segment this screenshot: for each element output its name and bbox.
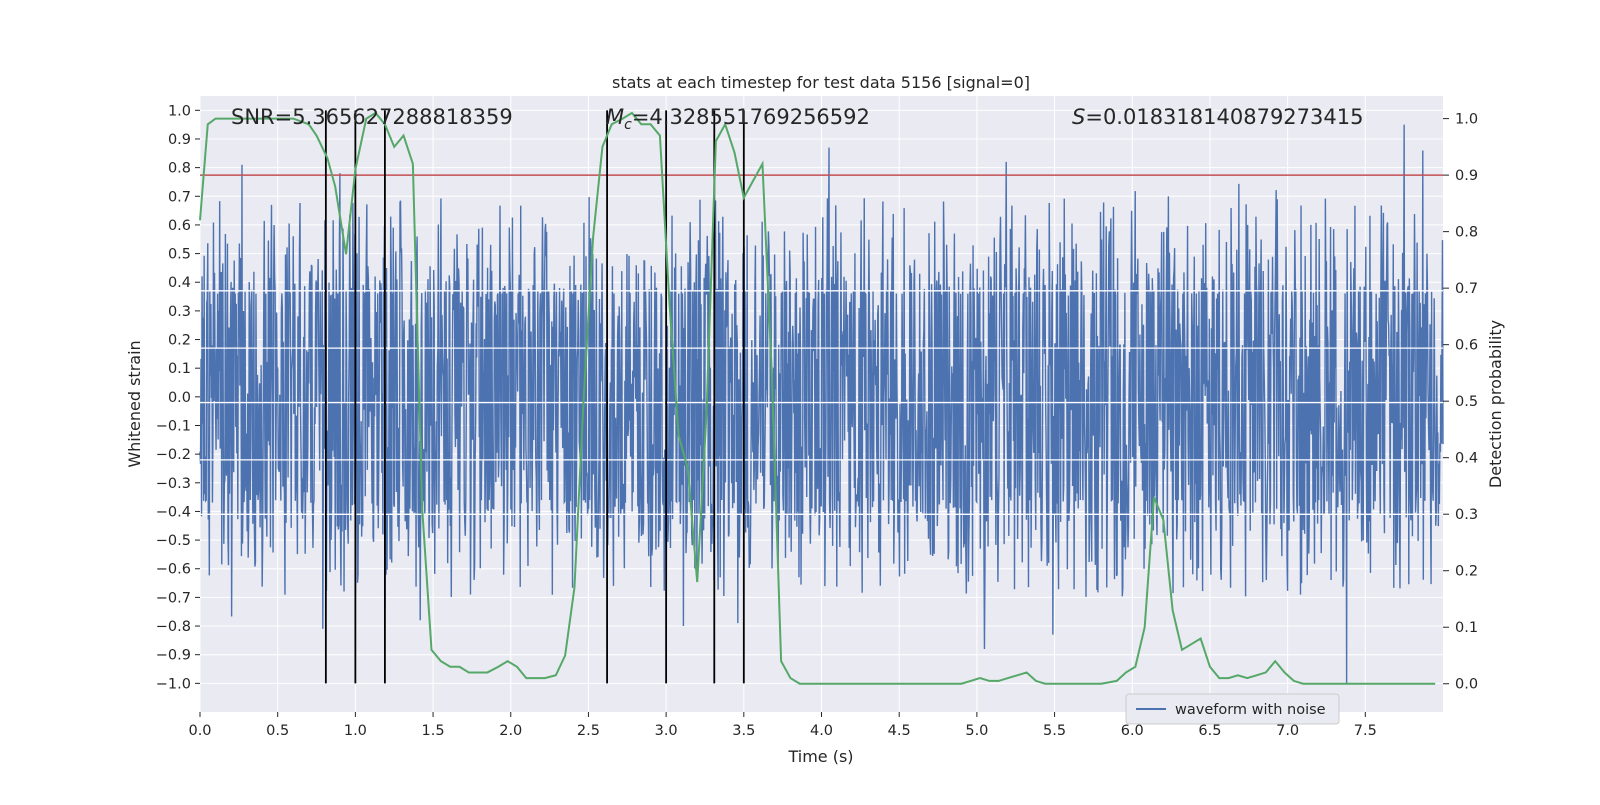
y-right-tick-label-10: 0.0 [1455, 677, 1478, 693]
y-right-tick-label-1: 0.9 [1455, 168, 1478, 184]
white-horizontal-lines [200, 290, 1443, 515]
ticks: 0.0 0.5 1.0 1.5 2.0 2.5 3.0 3.5 4.0 4.5 5.0 5.5 6.0 6… [156, 103, 1478, 739]
y-left-tick-label-20: −1.0 [156, 676, 191, 692]
y-left-tick-label-7: 0.3 [168, 304, 191, 320]
y-left-tick-label-5: 0.5 [168, 247, 191, 263]
s-annotation: S=0.018318140879273415 [1072, 105, 1363, 129]
y-left-tick-label-13: −0.3 [156, 476, 191, 492]
y-right-tick-label-0: 1.0 [1455, 112, 1478, 128]
x-tick-label-0: 0.0 [188, 723, 211, 739]
y-left-tick-label-18: −0.8 [156, 619, 191, 635]
y-right-tick-label-2: 0.8 [1455, 225, 1478, 241]
y-left-tick-label-12: −0.2 [156, 447, 191, 463]
y-right-tick-label-5: 0.5 [1455, 394, 1478, 410]
y-left-tick-label-1: 0.9 [168, 132, 191, 148]
y-left-tick-label-4: 0.6 [168, 218, 191, 234]
y-left-tick-label-16: −0.6 [156, 562, 191, 578]
x-tick-label-15: 7.5 [1354, 723, 1377, 739]
s-value: =0.018318140879273415 [1085, 105, 1363, 129]
y-left-tick-label-14: −0.4 [156, 504, 191, 520]
y-left-tick-label-6: 0.4 [168, 275, 191, 291]
y-left-tick-label-8: 0.2 [168, 333, 191, 349]
y-right-tick-label-4: 0.6 [1455, 338, 1478, 354]
y-left-tick-label-10: 0.0 [168, 390, 191, 406]
y-left-tick-label-15: −0.5 [156, 533, 191, 549]
probability-series [199, 111, 1436, 685]
x-tick-label-6: 3.0 [655, 723, 678, 739]
y-right-tick-label-3: 0.7 [1455, 281, 1478, 297]
x-tick-label-2: 1.0 [344, 723, 367, 739]
y-axis-label-left: Whitened strain [125, 340, 144, 467]
x-tick-label-9: 4.5 [888, 723, 911, 739]
x-tick-label-5: 2.5 [577, 723, 600, 739]
waveform-line [199, 124, 1444, 684]
x-tick-label-12: 6.0 [1121, 723, 1144, 739]
chart-title: stats at each timestep for test data 515… [612, 73, 1030, 92]
waveform-series [199, 124, 1444, 684]
probability-line [199, 111, 1436, 685]
mc-value: =4.328551769256592 [632, 105, 870, 129]
y-left-tick-label-11: −0.1 [156, 418, 191, 434]
y-left-tick-label-17: −0.7 [156, 590, 191, 606]
x-tick-label-3: 1.5 [422, 723, 445, 739]
x-tick-label-11: 5.5 [1043, 723, 1066, 739]
x-tick-label-13: 6.5 [1198, 723, 1221, 739]
y-right-tick-label-9: 0.1 [1455, 620, 1478, 636]
mc-subscript: c [624, 117, 632, 133]
y-left-tick-label-0: 1.0 [168, 103, 191, 119]
x-tick-label-14: 7.0 [1276, 723, 1299, 739]
x-tick-label-10: 5.0 [965, 723, 988, 739]
y-right-tick-label-6: 0.4 [1455, 451, 1478, 467]
y-left-tick-label-2: 0.8 [168, 161, 191, 177]
s-symbol: S [1072, 105, 1085, 129]
x-tick-label-1: 0.5 [266, 723, 289, 739]
y-right-tick-label-8: 0.2 [1455, 564, 1478, 580]
x-tick-label-8: 4.0 [810, 723, 833, 739]
x-tick-label-7: 3.5 [732, 723, 755, 739]
legend-label-waveform: waveform with noise [1175, 702, 1326, 718]
mc-symbol: M [606, 105, 624, 129]
y-left-tick-label-3: 0.7 [168, 189, 191, 205]
x-tick-label-4: 2.0 [499, 723, 522, 739]
snr-annotation: SNR=5.365627288818359 [231, 105, 513, 129]
y-left-tick-label-19: −0.9 [156, 648, 191, 664]
legend-box [1125, 693, 1340, 725]
mc-annotation: Mc=4.328551769256592 [606, 105, 870, 133]
y-axis-label-right: Detection probability [1486, 320, 1505, 488]
x-axis-label: Time (s) [787, 747, 853, 766]
legend: waveform with noise [1125, 693, 1340, 725]
y-right-tick-label-7: 0.3 [1455, 507, 1478, 523]
y-left-tick-label-9: 0.1 [168, 361, 191, 377]
